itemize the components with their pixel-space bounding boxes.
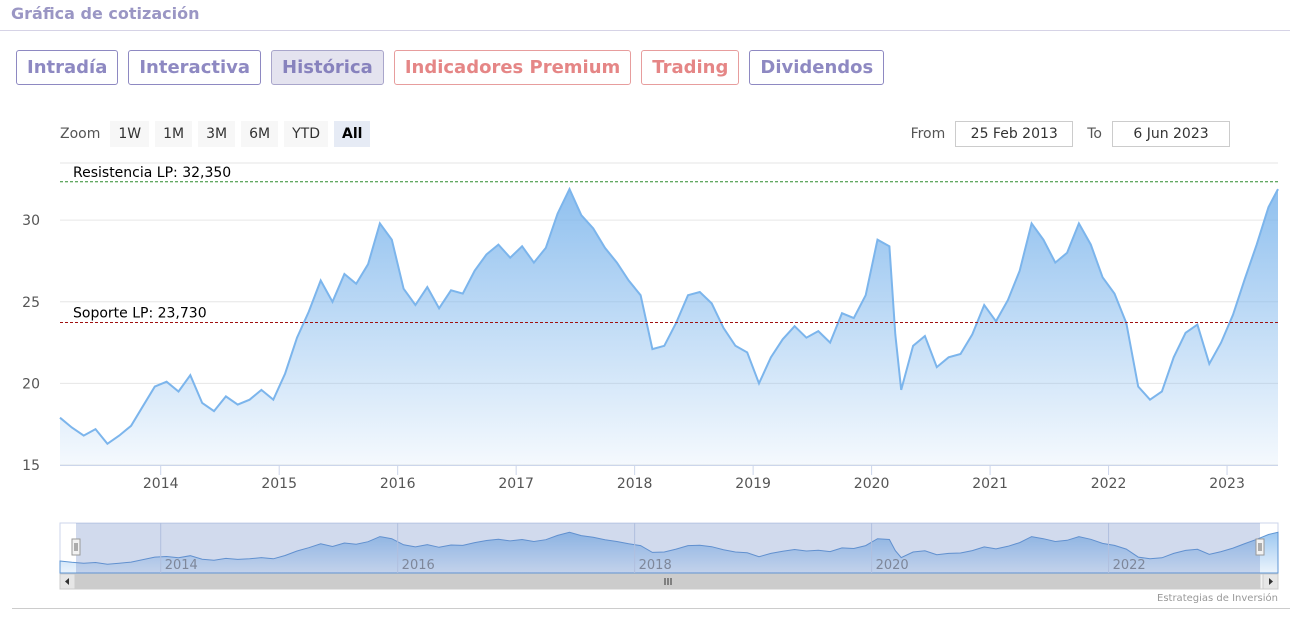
navigator-tick-label: 2022: [1113, 558, 1146, 573]
y-tick-label: 25: [22, 295, 40, 311]
tab-intradia[interactable]: Intradía: [16, 50, 119, 85]
x-tick-label: 2014: [143, 476, 179, 492]
tab-dividendos[interactable]: Dividendos: [749, 50, 885, 85]
tab-indicadores-premium[interactable]: Indicadores Premium: [393, 50, 632, 85]
navigator-tick-label: 2018: [639, 558, 672, 573]
arrow-right-icon: [1269, 578, 1273, 585]
title-divider: [0, 30, 1290, 31]
navigator-tick-label: 2020: [876, 558, 909, 573]
credit-label: Estrategias de Inversión: [1157, 593, 1278, 604]
zoom-selector: Zoom 1W 1M 3M 6M YTD All: [60, 121, 371, 147]
x-tick-label: 2022: [1091, 476, 1127, 492]
page-title: Gráfica de cotización: [11, 4, 200, 23]
navigator-selection: [76, 523, 1260, 573]
x-tick-label: 2017: [498, 476, 534, 492]
to-label: To: [1087, 126, 1102, 142]
x-tick-label: 2023: [1209, 476, 1245, 492]
navigator-tick-label: 2014: [165, 558, 198, 573]
zoom-3m-button[interactable]: 3M: [198, 121, 236, 147]
price-area: [60, 189, 1278, 465]
zoom-6m-button[interactable]: 6M: [241, 121, 279, 147]
x-tick-label: 2016: [380, 476, 416, 492]
x-tick-label: 2020: [854, 476, 890, 492]
x-tick-label: 2015: [261, 476, 297, 492]
price-line: [59, 186, 1279, 446]
navigator-tick-label: 2016: [402, 558, 435, 573]
handle-body: [71, 538, 81, 556]
from-date-input[interactable]: [955, 121, 1074, 147]
handle-body: [1255, 538, 1265, 556]
to-date-input[interactable]: [1112, 121, 1230, 147]
zoom-all-button[interactable]: All: [334, 121, 371, 147]
support-label: Soporte LP: 23,730: [73, 305, 207, 321]
x-tick-label: 2018: [617, 476, 653, 492]
zoom-1m-button[interactable]: 1M: [155, 121, 193, 147]
navigator-scrollbar[interactable]: [59, 573, 1279, 590]
navigator-left-handle[interactable]: [71, 538, 81, 556]
x-tick-label: 2019: [735, 476, 771, 492]
zoom-ytd-button[interactable]: YTD: [284, 121, 328, 147]
y-tick-label: 20: [22, 376, 40, 392]
resistance-label: Resistencia LP: 32,350: [73, 165, 231, 181]
navigator-right-handle[interactable]: [1255, 538, 1265, 556]
x-tick-label: 2021: [972, 476, 1008, 492]
arrow-left-icon: [65, 578, 69, 585]
tab-trading[interactable]: Trading: [641, 50, 740, 85]
bottom-divider: [12, 608, 1290, 609]
y-tick-label: 15: [22, 458, 40, 474]
zoom-1w-button[interactable]: 1W: [110, 121, 150, 147]
navigator-series: [59, 531, 1279, 574]
tab-historica[interactable]: Histórica: [271, 50, 384, 85]
chart-tabs: Intradía Interactiva Histórica Indicador…: [16, 50, 885, 85]
zoom-label: Zoom: [60, 126, 101, 142]
date-range-selector: From To: [911, 121, 1230, 147]
from-label: From: [910, 126, 946, 142]
tab-interactiva[interactable]: Interactiva: [128, 50, 262, 85]
y-tick-label: 30: [22, 213, 40, 229]
